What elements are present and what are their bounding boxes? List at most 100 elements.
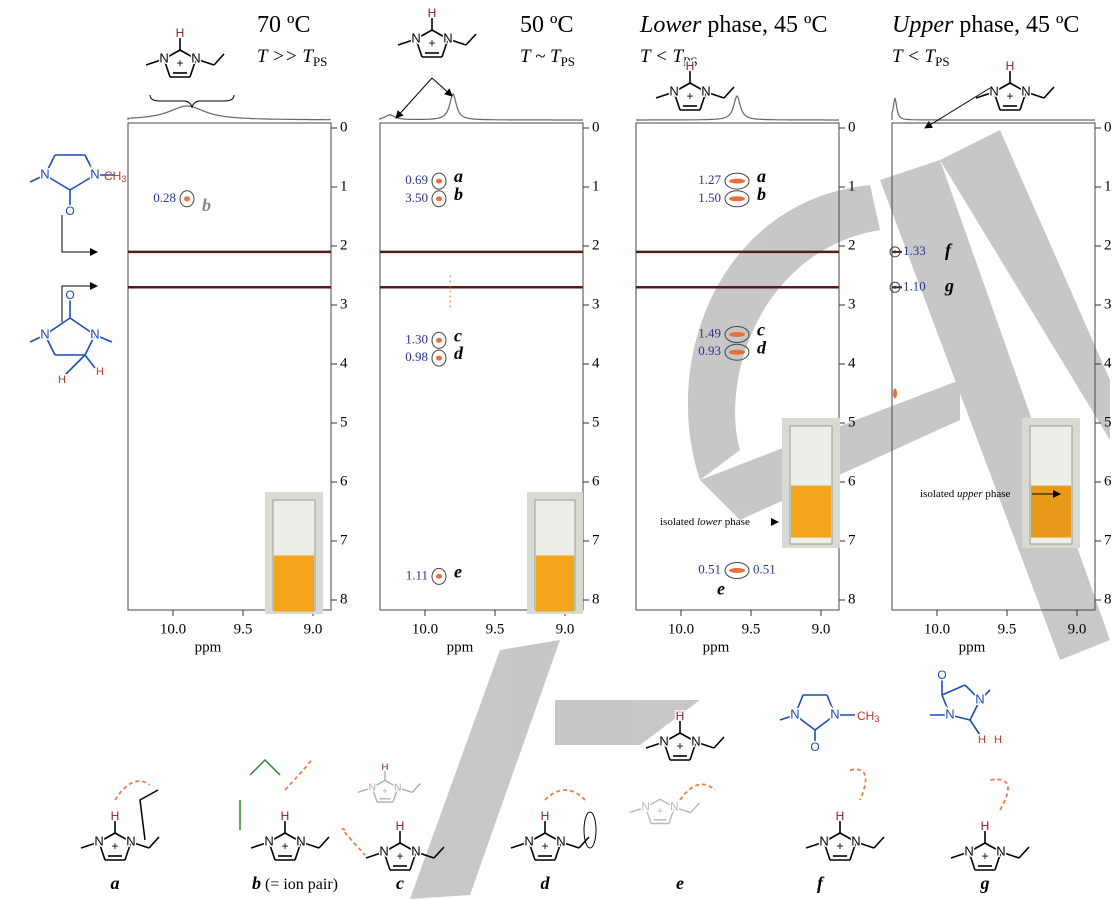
atom-label: H [396, 819, 405, 833]
peak-letter: d [454, 343, 464, 363]
atom-label: N [989, 83, 998, 98]
y-tick-label: 6 [592, 473, 600, 489]
y-tick-label: 4 [592, 355, 600, 371]
atom-label: + [111, 839, 118, 853]
atom-label: N [851, 833, 860, 848]
spectrum-trace [636, 96, 839, 120]
peak-volume: 0.51 [698, 561, 721, 576]
y-tick-label: 1 [1104, 178, 1112, 194]
panel-condition: T ~ TPS [520, 46, 575, 69]
contact-label: a [111, 873, 120, 893]
atom-label: H [994, 734, 1002, 746]
text-span: upper [957, 488, 983, 500]
atom-label: H [1006, 59, 1015, 73]
peak-volume: 1.10 [903, 278, 926, 293]
y-tick-label: 3 [1104, 296, 1112, 312]
atom-label: + [541, 839, 548, 853]
y-tick-label: 2 [848, 237, 856, 253]
atom-label: + [396, 849, 403, 863]
atom-label: N [556, 833, 565, 848]
peak-letter: b [202, 195, 211, 215]
x-axis-label: ppm [959, 639, 986, 655]
atom-label: + [686, 89, 693, 103]
cross-peak [729, 179, 745, 184]
atom-label: + [428, 36, 435, 50]
cross-peak [436, 196, 442, 201]
vial-liquid [274, 555, 314, 611]
atom-label: N [975, 691, 984, 706]
contact-label: d [541, 873, 551, 893]
contact-label: c [396, 873, 404, 893]
atom-label: N [524, 833, 533, 848]
text-span: a [111, 873, 120, 893]
x-tick-label: 9.0 [556, 621, 575, 637]
atom-label: H [382, 762, 389, 773]
contact-label: g [980, 873, 990, 893]
atom-label: N [264, 833, 273, 848]
y-tick-label: 8 [340, 591, 348, 607]
peak-volume: 0.98 [405, 349, 428, 364]
peak-volume: 1.49 [698, 325, 721, 340]
text-span: 50 ºC [520, 12, 573, 38]
text-span: T >> T [257, 46, 314, 67]
text-span: PS [561, 54, 575, 69]
atom-label: + [281, 839, 288, 853]
peak-volume: 1.30 [405, 331, 428, 346]
cross-peak [729, 332, 745, 337]
atom-label: N [691, 733, 700, 748]
atom-label: + [836, 839, 843, 853]
y-tick-label: 6 [340, 473, 348, 489]
y-tick-label: 7 [1104, 532, 1112, 548]
atom-label: N [945, 706, 954, 721]
photo-label: isolated upper phase [920, 488, 1011, 500]
x-tick-label: 9.5 [486, 621, 505, 637]
peak-volume: 0.69 [405, 172, 428, 187]
y-tick-label: 0 [1104, 119, 1112, 135]
cross-peak [729, 350, 745, 355]
atom-label: N [641, 800, 649, 813]
y-tick-label: 3 [848, 296, 856, 312]
dmi-structure: NNOHH [930, 668, 1002, 746]
atom-label: N [90, 166, 99, 181]
atom-label: N [1021, 83, 1030, 98]
y-tick-label: 0 [848, 119, 856, 135]
atom-label: + [657, 806, 663, 818]
imidazolium: NN+ [629, 799, 699, 823]
text-span: isolated [660, 516, 697, 528]
x-tick-label: 9.0 [812, 621, 831, 637]
text-span: Upper [892, 12, 954, 38]
text-span: phase [722, 516, 750, 528]
panel-condition: T < TPS [892, 46, 950, 69]
cross-peak [729, 196, 745, 201]
atom-label: O [65, 288, 74, 302]
panel-title: Lower phase, 45 ºC [639, 12, 827, 38]
bond [970, 720, 980, 735]
y-tick-label: 8 [848, 591, 856, 607]
ethyl-h [140, 790, 158, 840]
text-span: g [980, 873, 990, 893]
imidazolium: HNN+ [951, 819, 1029, 870]
y-tick-label: 2 [1104, 237, 1112, 253]
spectrum-trace [128, 106, 331, 120]
x-tick-label: 9.0 [1068, 621, 1087, 637]
atom-label: N [379, 843, 388, 858]
bond [214, 54, 224, 65]
atom-label: CH3 [104, 169, 126, 184]
peak-volume: 1.33 [903, 243, 926, 258]
contact-label: e [676, 873, 684, 893]
text-span: phase, 45 ºC [701, 12, 827, 38]
peak-volume: 1.50 [698, 190, 721, 205]
atom-label: H [281, 809, 290, 823]
atom-label: N [819, 833, 828, 848]
atom-label: O [937, 668, 946, 682]
noe-arrow [850, 769, 866, 800]
panel-title: Upper phase, 45 ºC [892, 12, 1079, 38]
noe-arrow [680, 784, 715, 800]
bond [874, 837, 884, 848]
cross-peak [436, 338, 442, 343]
peak-letter: e [454, 562, 462, 582]
cross-peak [436, 574, 442, 579]
text-span: b [252, 873, 261, 893]
atom-label: H [96, 366, 104, 378]
cross-peak [729, 568, 745, 573]
